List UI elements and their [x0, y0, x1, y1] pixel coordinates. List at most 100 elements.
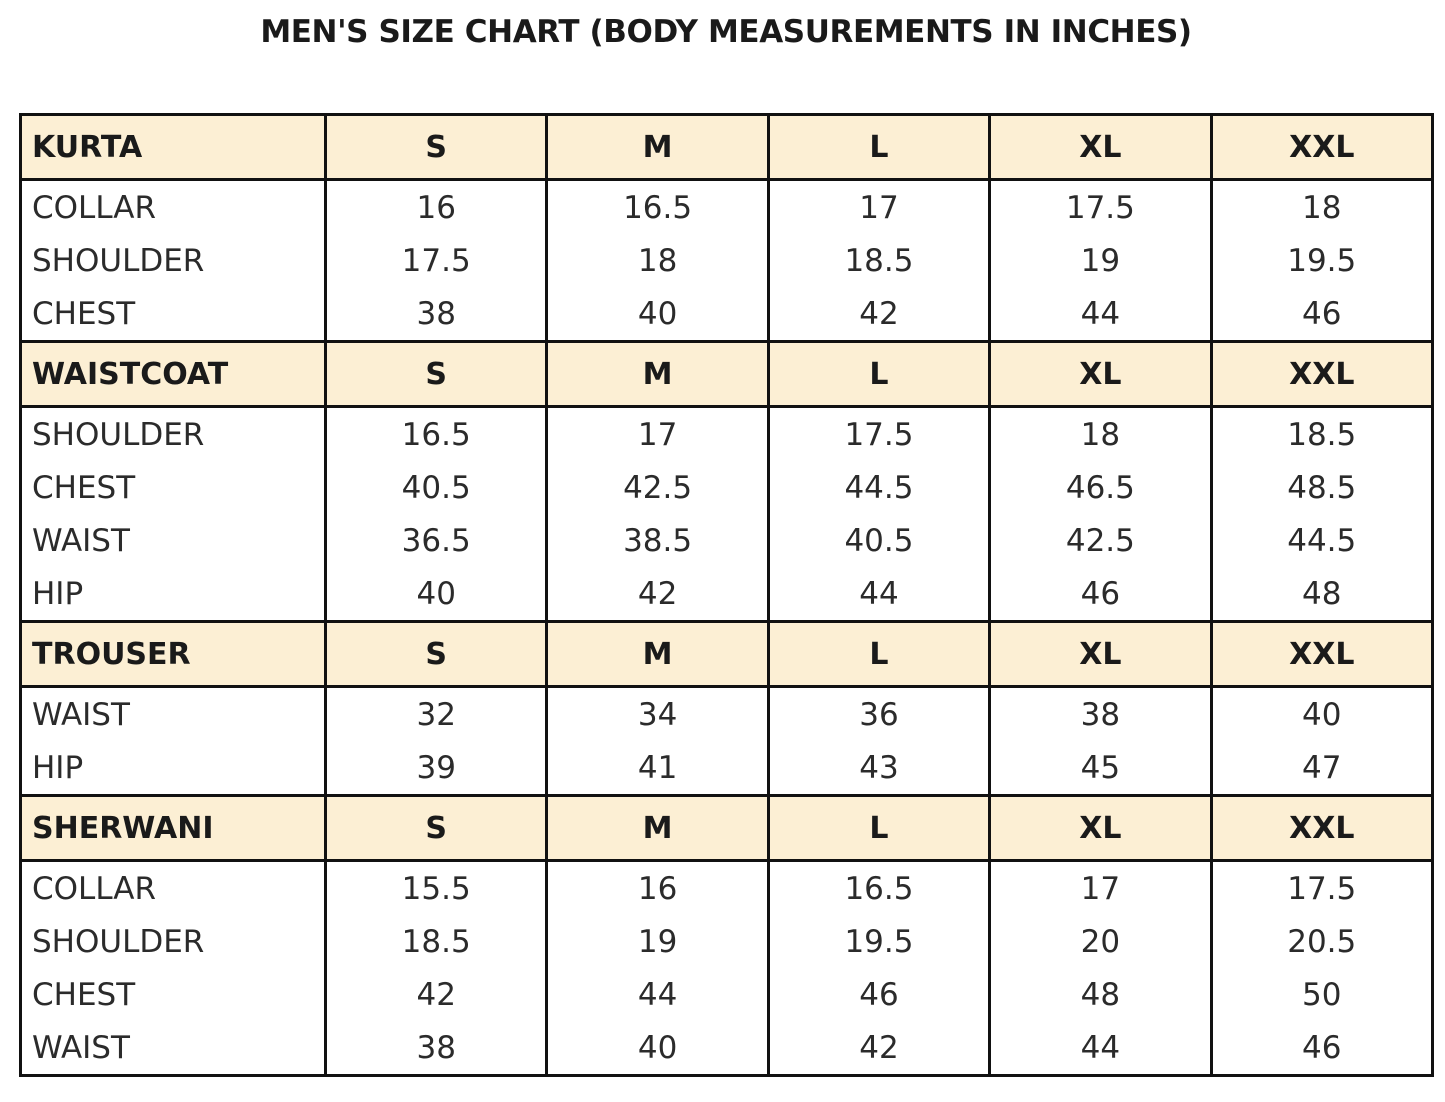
measurement-value: 40: [1209, 686, 1433, 741]
measurement-value: 50: [1209, 968, 1433, 1021]
table-row: CHEST 40.5 42.5 44.5 46.5 48.5: [21, 461, 1433, 514]
section-name: SHERWANI: [20, 794, 326, 862]
size-chart-table: KURTA S M L XL XXL COLLAR 16 16.5 17 17.5 18 SHOULDE…: [19, 113, 1434, 1077]
measurement-value: 40.5: [323, 461, 547, 514]
measurement-value: 44: [988, 1021, 1212, 1076]
measurement-value: 18: [545, 234, 769, 287]
measurement-value: 32: [323, 686, 547, 741]
measurement-value: 46: [766, 968, 990, 1021]
size-header-cell: S: [323, 620, 547, 688]
table-row: SHOULDER 16.5 17 17.5 18 18.5: [21, 406, 1433, 461]
measurement-value: 20: [988, 915, 1212, 968]
measurement-label: CHEST: [32, 976, 136, 1013]
measurement-label: COLLAR: [32, 189, 157, 226]
table-row: WAIST 38 40 42 44 46: [21, 1021, 1433, 1076]
measurement-value: 17: [545, 406, 769, 461]
measurement-value: 16.5: [323, 406, 547, 461]
measurement-value: 44: [766, 567, 990, 622]
measurement-value: 18: [1209, 179, 1433, 234]
size-header-cell: XL: [988, 113, 1212, 181]
measurement-value: 41: [545, 741, 769, 796]
section-name: WAISTCOAT: [20, 340, 326, 408]
measurement-value: 20.5: [1209, 915, 1433, 968]
size-header-cell: L: [766, 794, 990, 862]
measurement-value: 47: [1209, 741, 1433, 796]
table-row: COLLAR 16 16.5 17 17.5 18: [21, 179, 1433, 234]
table-row: COLLAR 15.5 16 16.5 17 17.5: [21, 860, 1433, 915]
measurement-value: 48: [988, 968, 1212, 1021]
measurement-label: HIP: [32, 749, 84, 786]
measurement-value: 40: [545, 1021, 769, 1076]
table-row: SHOULDER 17.5 18 18.5 19 19.5: [21, 234, 1433, 287]
size-header-cell: M: [545, 340, 769, 408]
measurement-label: WAIST: [32, 696, 130, 733]
section-name: TROUSER: [20, 620, 326, 688]
measurement-label: SHOULDER: [32, 416, 205, 453]
measurement-value: 46: [1209, 287, 1433, 342]
measurement-value: 19: [988, 234, 1212, 287]
measurement-value: 46: [1209, 1021, 1433, 1076]
size-header-cell: L: [766, 113, 990, 181]
measurement-value: 16.5: [766, 860, 990, 915]
section-header-row: SHERWANI S M L XL XXL: [20, 794, 1433, 862]
size-header-cell: M: [545, 113, 769, 181]
measurement-value: 34: [545, 686, 769, 741]
measurement-value: 44.5: [766, 461, 990, 514]
size-header-cell: L: [766, 340, 990, 408]
measurement-value: 38: [988, 686, 1212, 741]
measurement-value: 40: [323, 567, 547, 622]
measurement-value: 17.5: [988, 179, 1212, 234]
measurement-value: 39: [323, 741, 547, 796]
size-header-cell: M: [545, 794, 769, 862]
size-chart-body: KURTA S M L XL XXL COLLAR 16 16.5 17 17.5 18 SHOULDE…: [20, 113, 1433, 1076]
table-row: WAIST 32 34 36 38 40: [21, 686, 1433, 741]
measurement-value: 18.5: [1209, 406, 1433, 461]
measurement-value: 38: [323, 1021, 547, 1076]
size-header-cell: XL: [988, 620, 1212, 688]
measurement-value: 38: [323, 287, 547, 342]
measurement-value: 15.5: [323, 860, 547, 915]
measurement-label: WAIST: [32, 1029, 130, 1066]
measurement-value: 42: [766, 287, 990, 342]
measurement-value: 19.5: [1209, 234, 1433, 287]
measurement-value: 44: [988, 287, 1212, 342]
measurement-value: 16.5: [545, 179, 769, 234]
size-header-cell: S: [323, 113, 547, 181]
measurement-value: 42: [323, 968, 547, 1021]
table-row: WAIST 36.5 38.5 40.5 42.5 44.5: [21, 514, 1433, 567]
measurement-value: 18: [988, 406, 1212, 461]
measurement-label: CHEST: [32, 295, 136, 332]
table-row: SHOULDER 18.5 19 19.5 20 20.5: [21, 915, 1433, 968]
table-row: CHEST 42 44 46 48 50: [21, 968, 1433, 1021]
measurement-value: 17.5: [766, 406, 990, 461]
page-title: MEN'S SIZE CHART (BODY MEASUREMENTS IN I…: [260, 14, 1192, 50]
table-row: HIP 39 41 43 45 47: [21, 741, 1433, 796]
size-header-cell: S: [323, 340, 547, 408]
measurement-value: 40.5: [766, 514, 990, 567]
measurement-value: 42.5: [988, 514, 1212, 567]
measurement-value: 16: [323, 179, 547, 234]
measurement-value: 44.5: [1209, 514, 1433, 567]
measurement-value: 44: [545, 968, 769, 1021]
measurement-value: 17: [766, 179, 990, 234]
table-row: HIP 40 42 44 46 48: [21, 567, 1433, 622]
measurement-value: 19: [545, 915, 769, 968]
section-header-row: WAISTCOAT S M L XL XXL: [20, 340, 1433, 408]
section-header-row: TROUSER S M L XL XXL: [20, 620, 1433, 688]
size-header-cell: S: [323, 794, 547, 862]
measurement-value: 42.5: [545, 461, 769, 514]
measurement-value: 16: [545, 860, 769, 915]
size-header-cell: XXL: [1209, 113, 1433, 181]
measurement-value: 36: [766, 686, 990, 741]
table-row: CHEST 38 40 42 44 46: [21, 287, 1433, 342]
measurement-value: 42: [545, 567, 769, 622]
measurement-value: 46.5: [988, 461, 1212, 514]
measurement-value: 43: [766, 741, 990, 796]
section-header-row: KURTA S M L XL XXL: [20, 113, 1433, 181]
measurement-value: 36.5: [323, 514, 547, 567]
section-name: KURTA: [20, 113, 326, 181]
size-header-cell: M: [545, 620, 769, 688]
measurement-value: 38.5: [545, 514, 769, 567]
measurement-value: 48.5: [1209, 461, 1433, 514]
measurement-value: 42: [766, 1021, 990, 1076]
